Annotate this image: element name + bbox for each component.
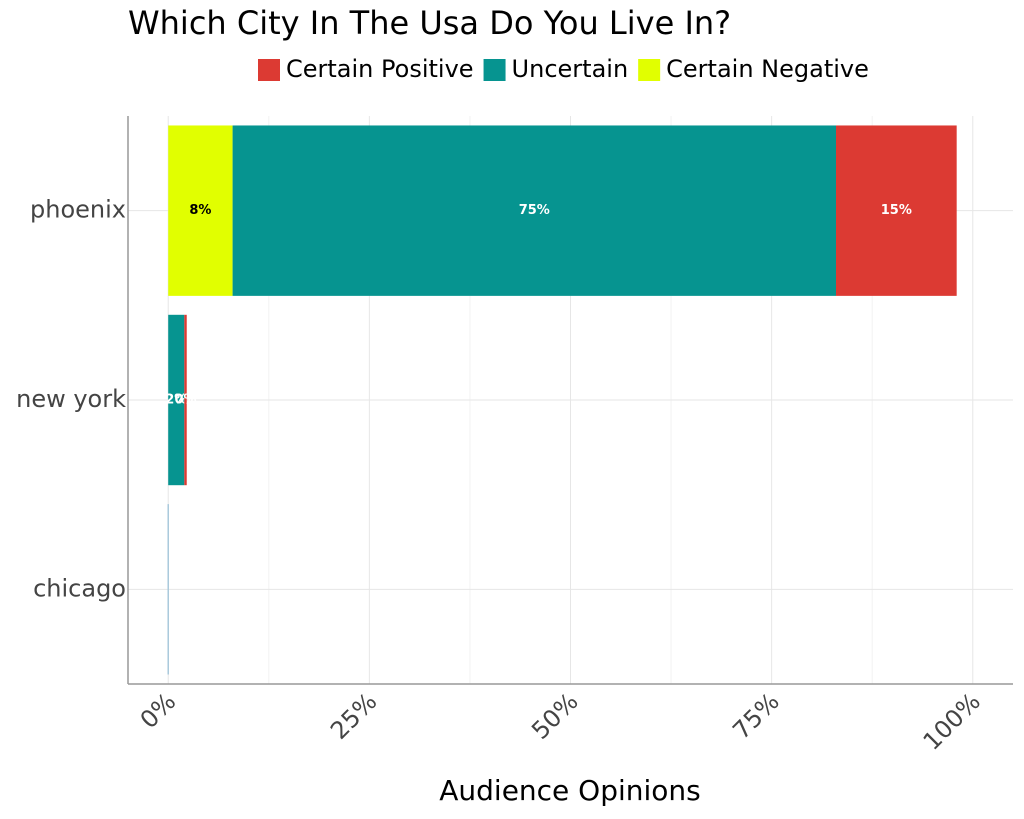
y-tick-label: new york: [16, 385, 126, 413]
legend-swatch: [258, 59, 280, 81]
legend-label: Certain Positive: [286, 55, 474, 83]
legend-swatch: [483, 59, 506, 81]
bar-segment: [184, 314, 187, 486]
bar-segment: [232, 125, 836, 296]
x-tick-label: 0%: [135, 687, 182, 734]
legend-label: Certain Negative: [666, 55, 869, 83]
bar-segment: [168, 314, 185, 486]
bar-segment: [168, 125, 233, 296]
data-label: 0%: [174, 393, 196, 408]
x-tick-label: 100%: [918, 687, 986, 755]
x-tick-label: 75%: [727, 687, 785, 745]
x-tick-label: 50%: [526, 687, 584, 745]
bar-segment: [836, 125, 957, 296]
x-axis-label: Audience Opinions: [439, 774, 701, 807]
legend-swatch: [638, 59, 661, 81]
y-tick-label: phoenix: [30, 196, 126, 224]
data-label: 75%: [519, 203, 550, 218]
y-tick-label: chicago: [33, 574, 126, 602]
chart-title: Which City In The Usa Do You Live In?: [128, 4, 731, 42]
x-tick-label: 25%: [325, 687, 383, 745]
data-label: 2%: [165, 393, 187, 408]
data-label: 15%: [881, 203, 912, 218]
legend-label: Uncertain: [512, 55, 629, 83]
data-label: 8%: [189, 203, 211, 218]
